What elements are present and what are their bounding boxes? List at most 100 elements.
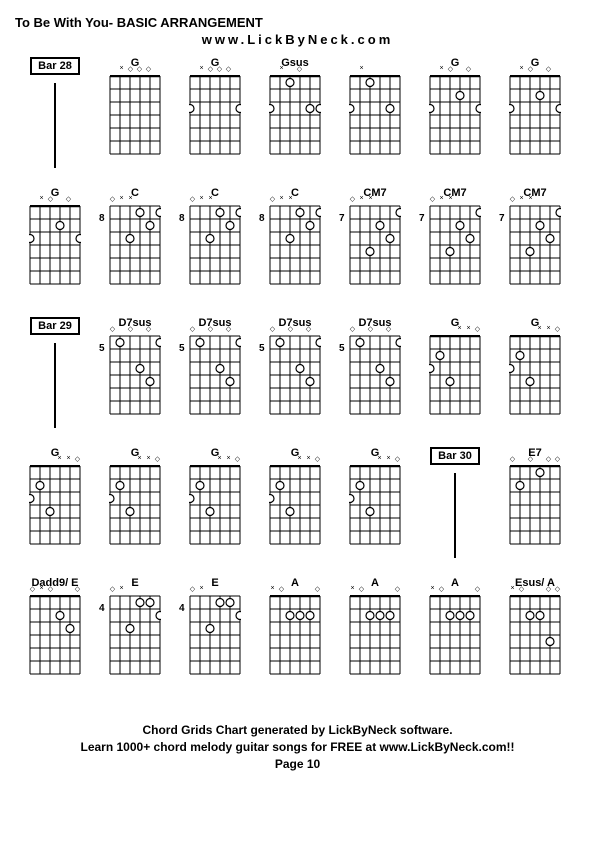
nut-markers: ×◇ xyxy=(269,65,321,75)
chord-diagram: CM7◇××7 xyxy=(495,187,575,317)
chord-grid: ×◇◇ xyxy=(269,595,321,685)
nut-markers: ×◇◇◇ xyxy=(509,585,561,595)
fret-number: 5 xyxy=(179,343,185,354)
nut-markers: ××◇ xyxy=(189,455,241,465)
chord-grid: ◇◇◇5 xyxy=(269,335,321,425)
chord-grid: ××◇ xyxy=(509,335,561,425)
chord-grid: ××◇ xyxy=(29,465,81,555)
nut-markers: ××◇ xyxy=(349,455,401,465)
nut-markers: ××◇ xyxy=(109,455,161,465)
nut-markers: ×◇◇ xyxy=(349,585,401,595)
bar-label: Bar 28 xyxy=(30,57,80,75)
bar-line xyxy=(54,83,56,168)
bar-marker: Bar 28 xyxy=(15,57,95,187)
chord-diagram: E◇×4 xyxy=(95,577,175,707)
chord-diagram: G××◇ xyxy=(495,317,575,447)
fret-number: 8 xyxy=(99,213,105,224)
chord-diagram: G×◇◇ xyxy=(15,187,95,317)
chord-diagram: C◇××8 xyxy=(95,187,175,317)
chord-diagram: × xyxy=(335,57,415,187)
fret-number: 5 xyxy=(259,343,265,354)
chord-diagram: D7sus◇◇◇5 xyxy=(175,317,255,447)
fret-number: 7 xyxy=(499,213,505,224)
chord-grid: ×◇◇ xyxy=(29,205,81,295)
nut-markers: ◇×× xyxy=(349,195,401,205)
chord-grid: ×◇◇ xyxy=(349,595,401,685)
nut-markers: ××◇ xyxy=(29,455,81,465)
nut-markers: ×◇◇◇ xyxy=(189,65,241,75)
nut-markers: ××◇ xyxy=(509,325,561,335)
chord-diagram: A×◇◇ xyxy=(335,577,415,707)
chord-grid: ◇××8 xyxy=(109,205,161,295)
chord-grid: ◇◇◇◇ xyxy=(509,465,561,555)
chord-diagram: G×◇◇ xyxy=(495,57,575,187)
nut-markers: ◇×× xyxy=(109,195,161,205)
chord-grid: ◇◇◇5 xyxy=(189,335,241,425)
nut-markers: ◇◇◇ xyxy=(109,325,161,335)
nut-markers: × xyxy=(349,65,401,75)
chord-grid-container: Bar 28G×◇◇◇G×◇◇◇Gsus×◇×G×◇◇G×◇◇G×◇◇C◇××8… xyxy=(15,57,580,707)
chord-diagram: A×◇◇ xyxy=(415,577,495,707)
nut-markers: ×◇◇ xyxy=(29,195,81,205)
chord-grid: ◇×◇◇ xyxy=(29,595,81,685)
chord-grid: ×◇◇ xyxy=(429,595,481,685)
bar-marker: Bar 29 xyxy=(15,317,95,447)
bar-marker: Bar 30 xyxy=(415,447,495,577)
chord-diagram: G××◇ xyxy=(15,447,95,577)
chord-diagram: D7sus◇◇◇5 xyxy=(95,317,175,447)
nut-markers: ◇×× xyxy=(509,195,561,205)
chord-diagram: G×◇◇◇ xyxy=(175,57,255,187)
nut-markers: ×◇◇ xyxy=(429,585,481,595)
chord-diagram: G××◇ xyxy=(95,447,175,577)
nut-markers: ◇× xyxy=(189,585,241,595)
header: To Be With You- BASIC ARRANGEMENT www.Li… xyxy=(15,15,580,47)
chord-diagram: G××◇ xyxy=(175,447,255,577)
chord-grid: × xyxy=(349,75,401,165)
bar-line xyxy=(454,473,456,558)
chord-grid: ◇××8 xyxy=(269,205,321,295)
chord-grid: ××◇ xyxy=(349,465,401,555)
fret-number: 5 xyxy=(99,343,105,354)
chord-diagram: Gsus×◇ xyxy=(255,57,335,187)
nut-markers: ×◇◇ xyxy=(509,65,561,75)
chord-grid: ×◇◇◇ xyxy=(509,595,561,685)
nut-markers: ××◇ xyxy=(429,325,481,335)
chord-diagram: C◇××8 xyxy=(175,187,255,317)
fret-number: 5 xyxy=(339,343,345,354)
chord-diagram: Dadd9/ E◇×◇◇ xyxy=(15,577,95,707)
nut-markers: ◇×× xyxy=(269,195,321,205)
chord-grid: ◇×4 xyxy=(189,595,241,685)
nut-markers: ◇× xyxy=(109,585,161,595)
nut-markers: ◇×× xyxy=(189,195,241,205)
chord-grid: ◇◇◇5 xyxy=(349,335,401,425)
fret-number: 8 xyxy=(259,213,265,224)
chord-diagram: D7sus◇◇◇5 xyxy=(255,317,335,447)
chord-diagram: G××◇ xyxy=(335,447,415,577)
page-title: To Be With You- BASIC ARRANGEMENT xyxy=(15,15,580,30)
chord-grid: ×◇◇ xyxy=(509,75,561,165)
chord-diagram: Esus/ A×◇◇◇ xyxy=(495,577,575,707)
bar-label: Bar 30 xyxy=(430,447,480,465)
nut-markers: ◇×× xyxy=(429,195,481,205)
chord-grid: ××◇ xyxy=(109,465,161,555)
chord-grid: ◇◇◇5 xyxy=(109,335,161,425)
chord-diagram: CM7◇××7 xyxy=(415,187,495,317)
chord-diagram: E7◇◇◇◇ xyxy=(495,447,575,577)
chord-grid: ×◇◇ xyxy=(429,75,481,165)
footer-line-1: Chord Grids Chart generated by LickByNec… xyxy=(15,722,580,739)
nut-markers: ×◇◇◇ xyxy=(109,65,161,75)
chord-grid: ××◇ xyxy=(189,465,241,555)
fret-number: 7 xyxy=(339,213,345,224)
chord-diagram: G××◇ xyxy=(255,447,335,577)
chord-diagram: D7sus◇◇◇5 xyxy=(335,317,415,447)
chord-diagram: A×◇◇ xyxy=(255,577,335,707)
fret-number: 7 xyxy=(419,213,425,224)
chord-diagram: G×◇◇ xyxy=(415,57,495,187)
fret-number: 4 xyxy=(179,603,185,614)
chord-grid: ◇×4 xyxy=(109,595,161,685)
chord-diagram: E◇×4 xyxy=(175,577,255,707)
nut-markers: ×◇◇ xyxy=(269,585,321,595)
nut-markers: ◇◇◇ xyxy=(349,325,401,335)
chord-grid: ××◇ xyxy=(429,335,481,425)
chord-grid: ◇××7 xyxy=(349,205,401,295)
